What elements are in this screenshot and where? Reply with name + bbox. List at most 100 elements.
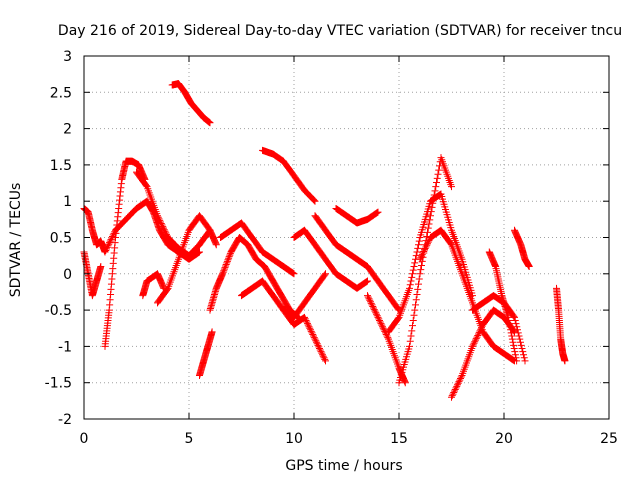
data-point <box>364 292 371 300</box>
data-point <box>103 245 110 253</box>
data-point <box>311 197 319 205</box>
data-point <box>514 329 522 337</box>
data-point <box>456 376 464 384</box>
data-point <box>412 252 420 260</box>
data-point <box>154 213 162 221</box>
data-point <box>394 314 402 322</box>
series-arc-k <box>217 219 298 278</box>
data-point <box>194 249 202 257</box>
data-point <box>163 230 170 238</box>
series-arc-z <box>553 284 569 365</box>
data-point <box>97 263 105 271</box>
data-point <box>380 326 388 334</box>
x-tick-label: 25 <box>600 431 618 447</box>
series-arc-h <box>168 80 214 127</box>
data-point <box>517 341 525 349</box>
data-point <box>310 332 317 340</box>
series-arc-v <box>448 306 518 401</box>
data-point <box>366 296 374 304</box>
x-axis-ticks: 0 5 10 15 20 25 <box>80 56 618 447</box>
data-point <box>427 208 435 216</box>
data-point <box>433 174 441 182</box>
data-point <box>448 393 455 401</box>
data-point <box>406 337 414 345</box>
data-point <box>424 224 432 232</box>
data-point <box>520 351 527 359</box>
data-point <box>306 324 314 332</box>
data-point <box>223 259 231 267</box>
data-point <box>408 273 416 281</box>
data-point <box>414 244 422 252</box>
data-point <box>305 323 313 331</box>
data-point <box>142 182 150 190</box>
data-point <box>301 313 308 321</box>
data-point <box>304 321 312 329</box>
data-point <box>457 373 465 381</box>
series-arc-w <box>469 292 529 365</box>
data-point <box>302 316 310 324</box>
data-point <box>473 333 481 341</box>
data-point <box>308 329 316 337</box>
data-point <box>376 318 384 326</box>
data-point <box>525 263 533 271</box>
x-axis-label: GPS time / hours <box>285 458 402 474</box>
y-tick-label: 1.5 <box>50 158 72 174</box>
data-point <box>364 293 372 301</box>
data-point <box>476 327 484 335</box>
y-tick-label: 3 <box>63 49 72 65</box>
data-point <box>448 183 455 191</box>
data-point <box>407 277 415 285</box>
data-point <box>433 179 440 187</box>
data-point <box>319 352 327 360</box>
data-point <box>363 278 371 286</box>
grid <box>84 56 609 419</box>
data-point <box>426 216 434 224</box>
data-point <box>422 243 430 251</box>
data-point <box>447 240 455 248</box>
data-point <box>310 334 318 342</box>
data-point <box>369 302 377 310</box>
data-point <box>314 341 322 349</box>
y-axis-ticks: -2 -1.5 -1 -0.5 0 0.5 1 1.5 2 2.5 3 <box>45 49 609 428</box>
data-point <box>415 275 423 283</box>
data-point <box>419 249 427 257</box>
data-point <box>417 254 425 262</box>
data-point <box>428 203 436 211</box>
series-arc-p <box>311 212 403 314</box>
data-point <box>370 306 378 314</box>
data-point <box>518 344 526 352</box>
data-point <box>409 266 417 274</box>
data-point <box>513 357 521 365</box>
data-point <box>429 199 437 207</box>
data-point <box>101 248 109 256</box>
data-point <box>504 313 512 321</box>
series-arc-e <box>133 168 214 260</box>
data-point <box>160 224 167 232</box>
data-point <box>154 212 161 220</box>
data-point <box>423 241 431 249</box>
y-tick-label: 0 <box>63 267 72 283</box>
data-point <box>517 338 524 346</box>
data-point <box>162 229 170 237</box>
data-point <box>219 270 227 278</box>
data-point <box>508 332 516 340</box>
data-point <box>307 326 314 334</box>
data-point <box>416 270 424 278</box>
data-point <box>413 248 421 256</box>
data-point <box>317 348 325 356</box>
series-arc-s <box>385 190 476 336</box>
data-point <box>320 354 328 362</box>
series-arc-x <box>485 248 521 365</box>
data-point <box>364 277 371 285</box>
data-point <box>421 246 428 254</box>
data-point <box>311 335 319 343</box>
y-tick-label: 2 <box>63 122 72 138</box>
data-point <box>367 298 374 306</box>
data-point <box>455 378 463 386</box>
data-point <box>310 196 317 204</box>
data-point <box>512 354 520 362</box>
data-point <box>318 349 326 357</box>
data-point <box>108 234 116 242</box>
series-arc-m <box>259 146 319 205</box>
data-point <box>508 335 516 343</box>
